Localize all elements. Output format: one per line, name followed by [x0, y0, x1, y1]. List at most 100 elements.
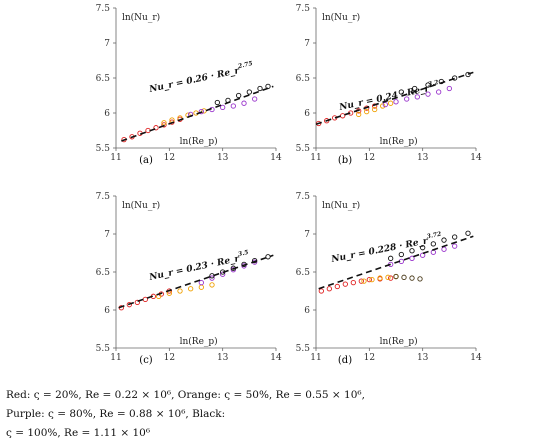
data-point [142, 296, 148, 303]
data-point [420, 245, 426, 251]
data-point [198, 279, 204, 286]
data-point [361, 278, 367, 284]
panel-b: 5.5 6 6.5 7 7.5 11 12 13 14 ln(Nu_r) ln(Re_p) Nu_r … [296, 4, 482, 166]
data-point [425, 82, 431, 88]
x-tick-label: 14 [270, 353, 282, 363]
series-1 [318, 275, 394, 294]
data-point [446, 85, 452, 92]
fit-equation: Nu_r = 0.23 · Re_r3.5 [147, 249, 250, 283]
x-tick-label: 12 [364, 153, 375, 163]
data-point [393, 273, 399, 280]
series-2 [356, 100, 394, 118]
fit-equation-base: Nu_r = 0.228 · Re_r [330, 236, 430, 265]
x-tick-label: 12 [164, 153, 175, 163]
data-point [430, 249, 436, 255]
data-point [398, 251, 404, 258]
series-1 [118, 288, 172, 311]
y-tick-label: 6 [104, 306, 110, 316]
data-point [334, 283, 340, 290]
caption-purple: Purple: ς = 80%, Re = 0.88 × 10⁶, [6, 408, 189, 420]
data-point [388, 100, 394, 106]
data-point [372, 106, 378, 113]
fit-equation-exponent: 2.75 [237, 60, 254, 70]
y-tick-label: 6.5 [96, 268, 111, 278]
data-point [342, 281, 348, 287]
series-5 [393, 273, 423, 282]
data-point [409, 248, 415, 254]
data-point [452, 243, 458, 249]
data-point [126, 302, 132, 308]
data-point [430, 241, 436, 247]
y-tick-label: 6.5 [296, 74, 311, 84]
data-point [177, 288, 183, 294]
y-tick-label: 5.5 [296, 144, 311, 154]
fit-equation: Nu_r = 0.228 · Re_r3.72 [329, 231, 443, 265]
data-point [441, 246, 447, 252]
data-point [236, 92, 242, 99]
x-tick-label: 13 [417, 353, 429, 363]
data-point [414, 94, 420, 100]
data-point [350, 279, 356, 286]
data-point [198, 108, 204, 115]
data-point [246, 89, 252, 95]
panel-d: 5.5 6 6.5 7 7.5 11 12 13 14 ln(Nu_r) ln(Re_p) Nu_r … [296, 192, 482, 366]
data-point [412, 85, 418, 92]
data-point [417, 276, 423, 282]
y-tick-label: 7.5 [296, 4, 311, 14]
data-point [398, 89, 404, 95]
x-axis-label: ln(Re_p) [180, 336, 218, 347]
x-tick-label: 13 [417, 153, 429, 163]
data-point [425, 91, 431, 97]
y-tick-label: 7.5 [96, 4, 111, 14]
data-point [409, 255, 415, 261]
x-tick-label: 12 [164, 353, 175, 363]
data-point [420, 252, 426, 258]
x-tick-label: 11 [310, 153, 321, 163]
y-tick-label: 6 [304, 306, 310, 316]
data-point [452, 234, 458, 240]
caption-orange: Orange: ς = 50%, Re = 0.55 × 10⁶, [177, 389, 365, 401]
panel-label: (b) [338, 155, 352, 166]
y-axis-label: ln(Nu_r) [322, 200, 360, 211]
data-point [382, 101, 388, 108]
data-point [393, 99, 399, 105]
fit-line [121, 85, 274, 142]
series-4 [388, 230, 471, 261]
data-point [252, 96, 258, 102]
y-tick-label: 7.5 [96, 192, 111, 202]
panel-label: (c) [139, 355, 153, 366]
fit-equation-base: Nu_r = 0.26 · Re_r [148, 66, 242, 95]
panel-a: 5.5 6 6.5 7 7.5 11 12 13 14 ln(Nu_r) ln(Re_p) Nu_r … [96, 4, 282, 166]
x-tick-label: 11 [110, 353, 121, 363]
data-point [134, 299, 140, 306]
data-point [409, 275, 415, 281]
x-tick-label: 11 [310, 353, 321, 363]
x-axis-label: ln(Re_p) [380, 136, 418, 147]
fit-line [315, 71, 474, 125]
x-tick-label: 13 [217, 353, 229, 363]
fit-line [318, 235, 474, 290]
data-point [340, 113, 346, 119]
fit-equation: Nu_r = 0.24 · Re_r3.2 [337, 79, 440, 113]
data-point [326, 286, 332, 292]
y-tick-label: 6.5 [296, 268, 311, 278]
data-point [366, 276, 372, 283]
data-point [209, 275, 215, 281]
panel-label: (a) [139, 155, 153, 166]
data-point [372, 103, 378, 109]
y-tick-label: 7 [304, 230, 310, 240]
x-axis-label: ln(Re_p) [180, 136, 218, 147]
series-2 [156, 282, 215, 299]
caption-red: Red: ς = 20%, Re = 0.22 × 10⁶, [6, 389, 175, 401]
data-point [452, 75, 458, 81]
x-tick-label: 14 [470, 353, 482, 363]
panel-label: (d) [338, 355, 352, 366]
data-point [188, 286, 194, 292]
data-point [214, 99, 220, 106]
y-tick-label: 6 [104, 109, 110, 119]
fit-equation-exponent: 3.5 [238, 249, 250, 258]
data-point [377, 275, 383, 281]
y-tick-label: 7.5 [296, 192, 311, 202]
data-point [436, 89, 442, 95]
x-tick-label: 14 [470, 153, 482, 163]
